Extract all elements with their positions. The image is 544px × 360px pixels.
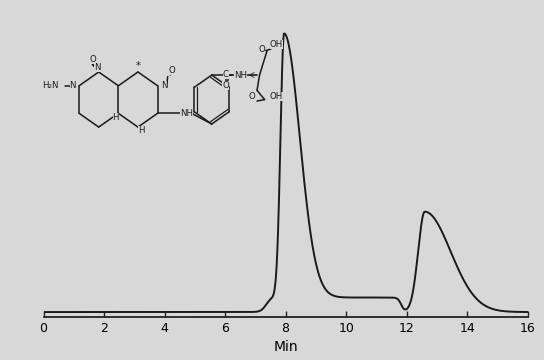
X-axis label: Min: Min	[273, 339, 298, 354]
